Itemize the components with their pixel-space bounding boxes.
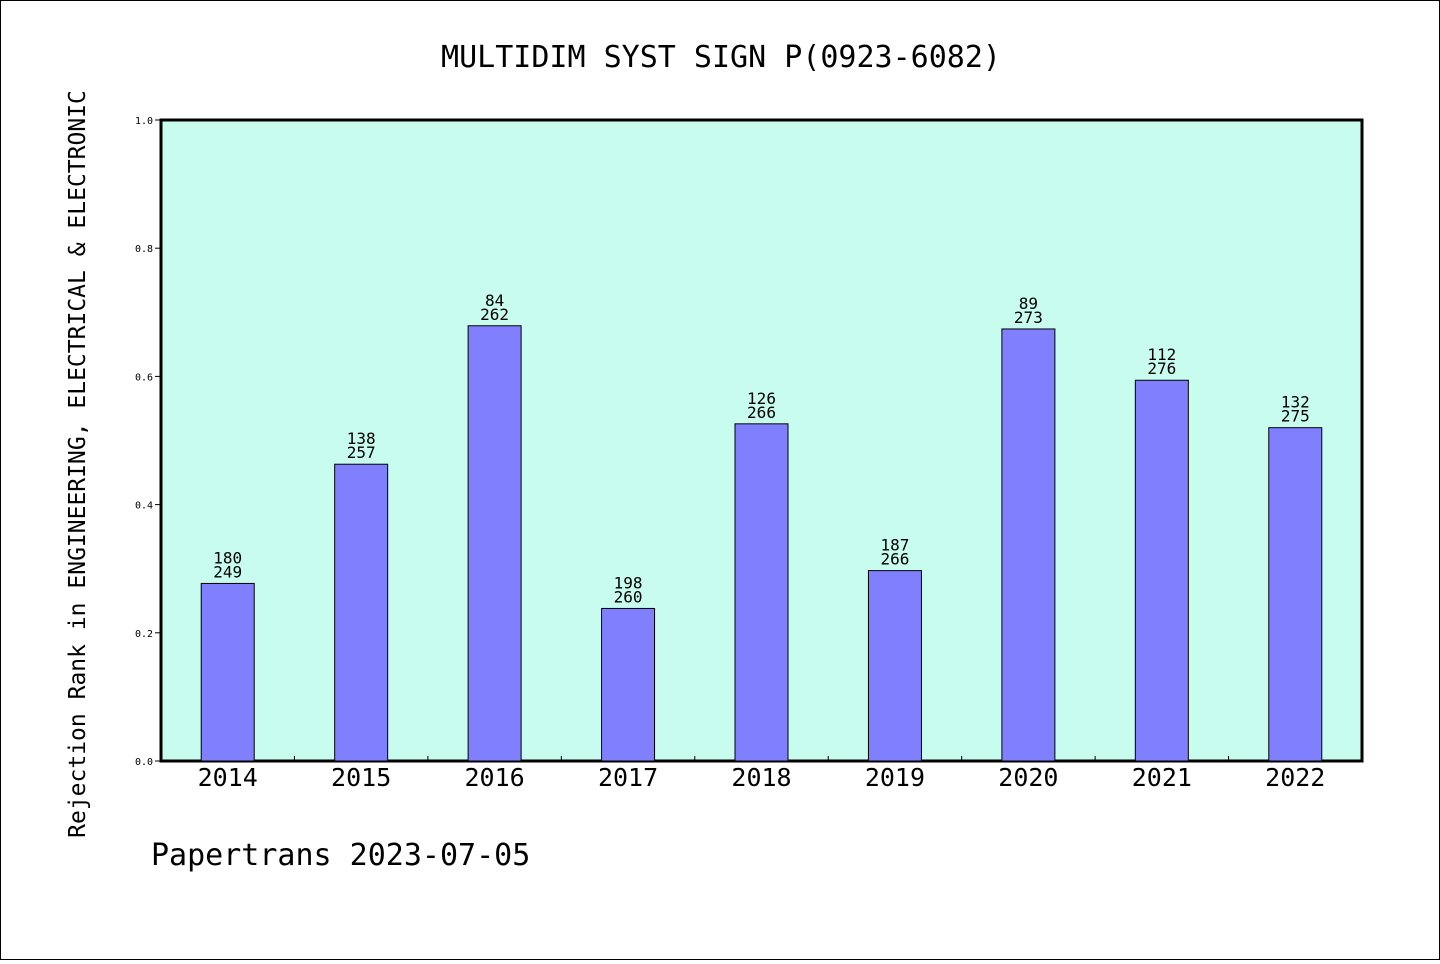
- y-tick-label: 0.8: [135, 244, 153, 255]
- bar-label-top: 126: [747, 389, 776, 408]
- chart-title: MULTIDIM SYST SIGN P(0923-6082): [441, 40, 1001, 75]
- x-axis-ticks: 2014 2015 2016 2017 2018 2019 2020 2021 2022: [198, 756, 1325, 792]
- bar-label-bottom: 262: [480, 305, 509, 324]
- bar-label-top: 132: [1281, 393, 1310, 412]
- bar-label-bottom: 276: [1147, 359, 1176, 378]
- x-tick-label: 2016: [465, 763, 525, 792]
- bar-2015: [334, 463, 389, 762]
- bar-2022: [1268, 427, 1323, 762]
- x-tick-label: 2022: [1265, 763, 1325, 792]
- bar-label-top: 84: [485, 291, 504, 310]
- bars-group: 1802491382578426219826012626618726689273…: [200, 291, 1323, 762]
- x-tick-label: 2017: [598, 763, 658, 792]
- y-tick-label: 0.2: [135, 629, 153, 640]
- bar-label-top: 89: [1019, 294, 1038, 313]
- y-axis-ticks: 0.0 0.2 0.4 0.6 0.8 1.0: [135, 116, 161, 768]
- y-tick-label: 0.6: [135, 372, 153, 383]
- bar-label-bottom: 260: [614, 587, 643, 606]
- bar-label-top: 180: [213, 548, 242, 567]
- bar-label-bottom: 266: [747, 403, 776, 422]
- bar-label-bottom: 273: [1014, 308, 1043, 327]
- bar-label-top: 198: [614, 573, 643, 592]
- bar-2018: [734, 423, 789, 762]
- x-tick-label: 2021: [1132, 763, 1192, 792]
- x-tick-label: 2018: [731, 763, 791, 792]
- bar-label-bottom: 266: [880, 550, 909, 569]
- y-axis-label: Rejection Rank in ENGINEERING, ELECTRICA…: [65, 90, 91, 838]
- footer-stamp: Papertrans 2023-07-05: [151, 838, 530, 873]
- bar-label-bottom: 257: [347, 443, 376, 462]
- x-tick-label: 2020: [998, 763, 1058, 792]
- y-tick-label: 0.4: [135, 501, 153, 512]
- x-tick-label: 2014: [198, 763, 258, 792]
- x-tick-label: 2015: [331, 763, 391, 792]
- y-tick-label: 1.0: [135, 116, 153, 127]
- bar-2016: [467, 325, 522, 762]
- bar-2014: [200, 582, 255, 762]
- bar-label-top: 187: [880, 536, 909, 555]
- bar-label-bottom: 275: [1281, 407, 1310, 426]
- y-tick-label: 0.0: [135, 757, 153, 768]
- x-tick-label: 2019: [865, 763, 925, 792]
- bar-2020: [1001, 328, 1056, 762]
- bar-label-bottom: 249: [213, 562, 242, 581]
- bar-2021: [1134, 379, 1189, 762]
- bar-label-top: 112: [1147, 345, 1176, 364]
- bar-2019: [867, 570, 922, 762]
- bar-2017: [601, 607, 656, 762]
- bar-label-top: 138: [347, 429, 376, 448]
